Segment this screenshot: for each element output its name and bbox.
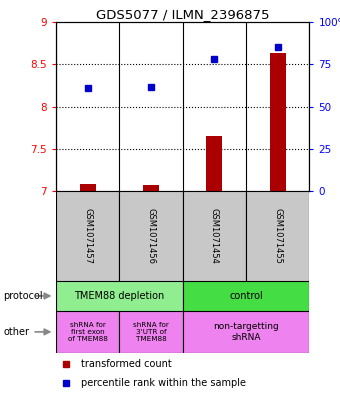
Text: percentile rank within the sample: percentile rank within the sample bbox=[82, 378, 246, 388]
Text: transformed count: transformed count bbox=[82, 359, 172, 369]
Bar bbox=[56, 191, 119, 281]
Bar bbox=[183, 191, 246, 281]
Text: other: other bbox=[3, 327, 29, 337]
Text: non-targetting
shRNA: non-targetting shRNA bbox=[213, 322, 279, 342]
Text: shRNA for
first exon
of TMEM88: shRNA for first exon of TMEM88 bbox=[68, 322, 108, 342]
Bar bbox=[143, 185, 159, 191]
Bar bbox=[119, 191, 183, 281]
Bar bbox=[206, 136, 222, 191]
Bar bbox=[246, 191, 309, 281]
Bar bbox=[270, 53, 286, 191]
Bar bbox=[183, 281, 309, 311]
Text: GSM1071455: GSM1071455 bbox=[273, 208, 282, 264]
Text: control: control bbox=[229, 291, 263, 301]
Text: protocol: protocol bbox=[3, 291, 43, 301]
Text: shRNA for
3'UTR of
TMEM88: shRNA for 3'UTR of TMEM88 bbox=[133, 322, 169, 342]
Bar bbox=[183, 311, 309, 353]
Bar bbox=[119, 311, 183, 353]
Text: GSM1071456: GSM1071456 bbox=[147, 208, 156, 264]
Bar bbox=[56, 311, 119, 353]
Bar bbox=[80, 184, 96, 191]
Text: GSM1071454: GSM1071454 bbox=[210, 208, 219, 264]
Text: GSM1071457: GSM1071457 bbox=[83, 208, 92, 264]
Bar bbox=[56, 281, 183, 311]
Title: GDS5077 / ILMN_2396875: GDS5077 / ILMN_2396875 bbox=[96, 8, 270, 21]
Text: TMEM88 depletion: TMEM88 depletion bbox=[74, 291, 165, 301]
